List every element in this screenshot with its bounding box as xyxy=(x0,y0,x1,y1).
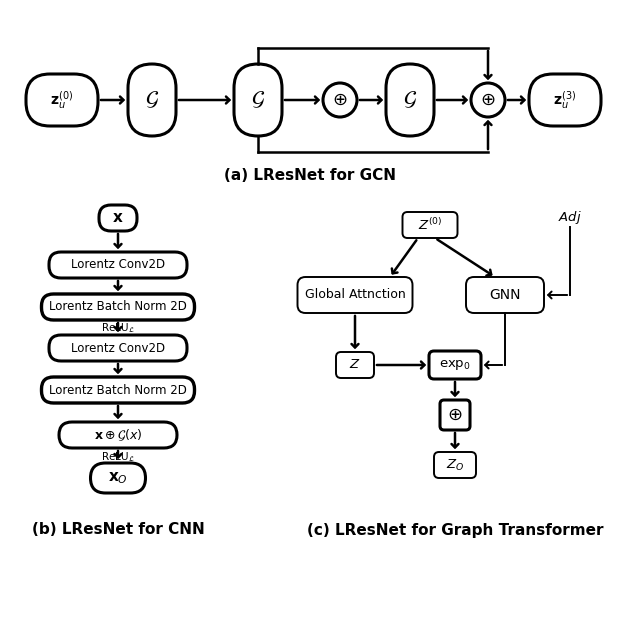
FancyBboxPatch shape xyxy=(440,400,470,430)
Text: $\mathbf{z}_{u}^{(3)}$: $\mathbf{z}_{u}^{(3)}$ xyxy=(554,89,577,111)
Text: Global Attnction: Global Attnction xyxy=(304,288,405,301)
FancyBboxPatch shape xyxy=(434,452,476,478)
FancyBboxPatch shape xyxy=(42,294,195,320)
FancyBboxPatch shape xyxy=(49,335,187,361)
Text: Lorentz Batch Norm 2D: Lorentz Batch Norm 2D xyxy=(49,384,187,397)
FancyBboxPatch shape xyxy=(26,74,98,126)
Text: $\mathrm{exp}_0$: $\mathrm{exp}_0$ xyxy=(439,358,471,372)
Text: (a) LResNet for GCN: (a) LResNet for GCN xyxy=(224,167,396,182)
Text: $\mathbf{x}_{O}$: $\mathbf{x}_{O}$ xyxy=(108,470,128,486)
Text: $\mathcal{G}$: $\mathcal{G}$ xyxy=(251,90,265,110)
FancyBboxPatch shape xyxy=(128,64,176,136)
Text: $Z$: $Z$ xyxy=(349,358,361,371)
Text: (c) LResNet for Graph Transformer: (c) LResNet for Graph Transformer xyxy=(307,523,603,538)
Text: $\mathbf{x}$: $\mathbf{x}$ xyxy=(112,211,124,226)
FancyBboxPatch shape xyxy=(59,422,177,448)
Text: ReLU$_\mathcal{L}$: ReLU$_\mathcal{L}$ xyxy=(101,450,135,464)
Circle shape xyxy=(323,83,357,117)
FancyBboxPatch shape xyxy=(429,351,481,379)
FancyBboxPatch shape xyxy=(234,64,282,136)
Text: Lorentz Batch Norm 2D: Lorentz Batch Norm 2D xyxy=(49,301,187,314)
Text: Lorentz Conv2D: Lorentz Conv2D xyxy=(71,342,165,355)
FancyBboxPatch shape xyxy=(466,277,544,313)
Text: $\mathbf{x} \oplus \mathcal{G}(x)$: $\mathbf{x} \oplus \mathcal{G}(x)$ xyxy=(94,427,143,443)
Text: $Adj$: $Adj$ xyxy=(558,208,582,226)
FancyBboxPatch shape xyxy=(298,277,412,313)
Text: $Z_{O}$: $Z_{O}$ xyxy=(446,458,464,472)
Text: GNN: GNN xyxy=(489,288,521,302)
FancyBboxPatch shape xyxy=(336,352,374,378)
Text: $\mathbf{z}_{u}^{(0)}$: $\mathbf{z}_{u}^{(0)}$ xyxy=(50,89,74,111)
Text: $\mathcal{G}$: $\mathcal{G}$ xyxy=(145,90,159,110)
Text: $\oplus$: $\oplus$ xyxy=(332,91,348,109)
Text: Lorentz Conv2D: Lorentz Conv2D xyxy=(71,259,165,272)
Text: $\oplus$: $\oplus$ xyxy=(480,91,496,109)
FancyBboxPatch shape xyxy=(49,252,187,278)
Circle shape xyxy=(471,83,505,117)
Text: ReLU$_\mathcal{L}$: ReLU$_\mathcal{L}$ xyxy=(101,321,135,335)
Text: $\mathcal{G}$: $\mathcal{G}$ xyxy=(403,90,417,110)
Text: $\oplus$: $\oplus$ xyxy=(447,406,463,424)
FancyBboxPatch shape xyxy=(529,74,601,126)
FancyBboxPatch shape xyxy=(402,212,458,238)
Text: $Z^{(0)}$: $Z^{(0)}$ xyxy=(418,217,442,233)
FancyBboxPatch shape xyxy=(99,205,137,231)
FancyBboxPatch shape xyxy=(386,64,434,136)
Text: (b) LResNet for CNN: (b) LResNet for CNN xyxy=(32,523,205,538)
FancyBboxPatch shape xyxy=(91,463,146,493)
FancyBboxPatch shape xyxy=(42,377,195,403)
